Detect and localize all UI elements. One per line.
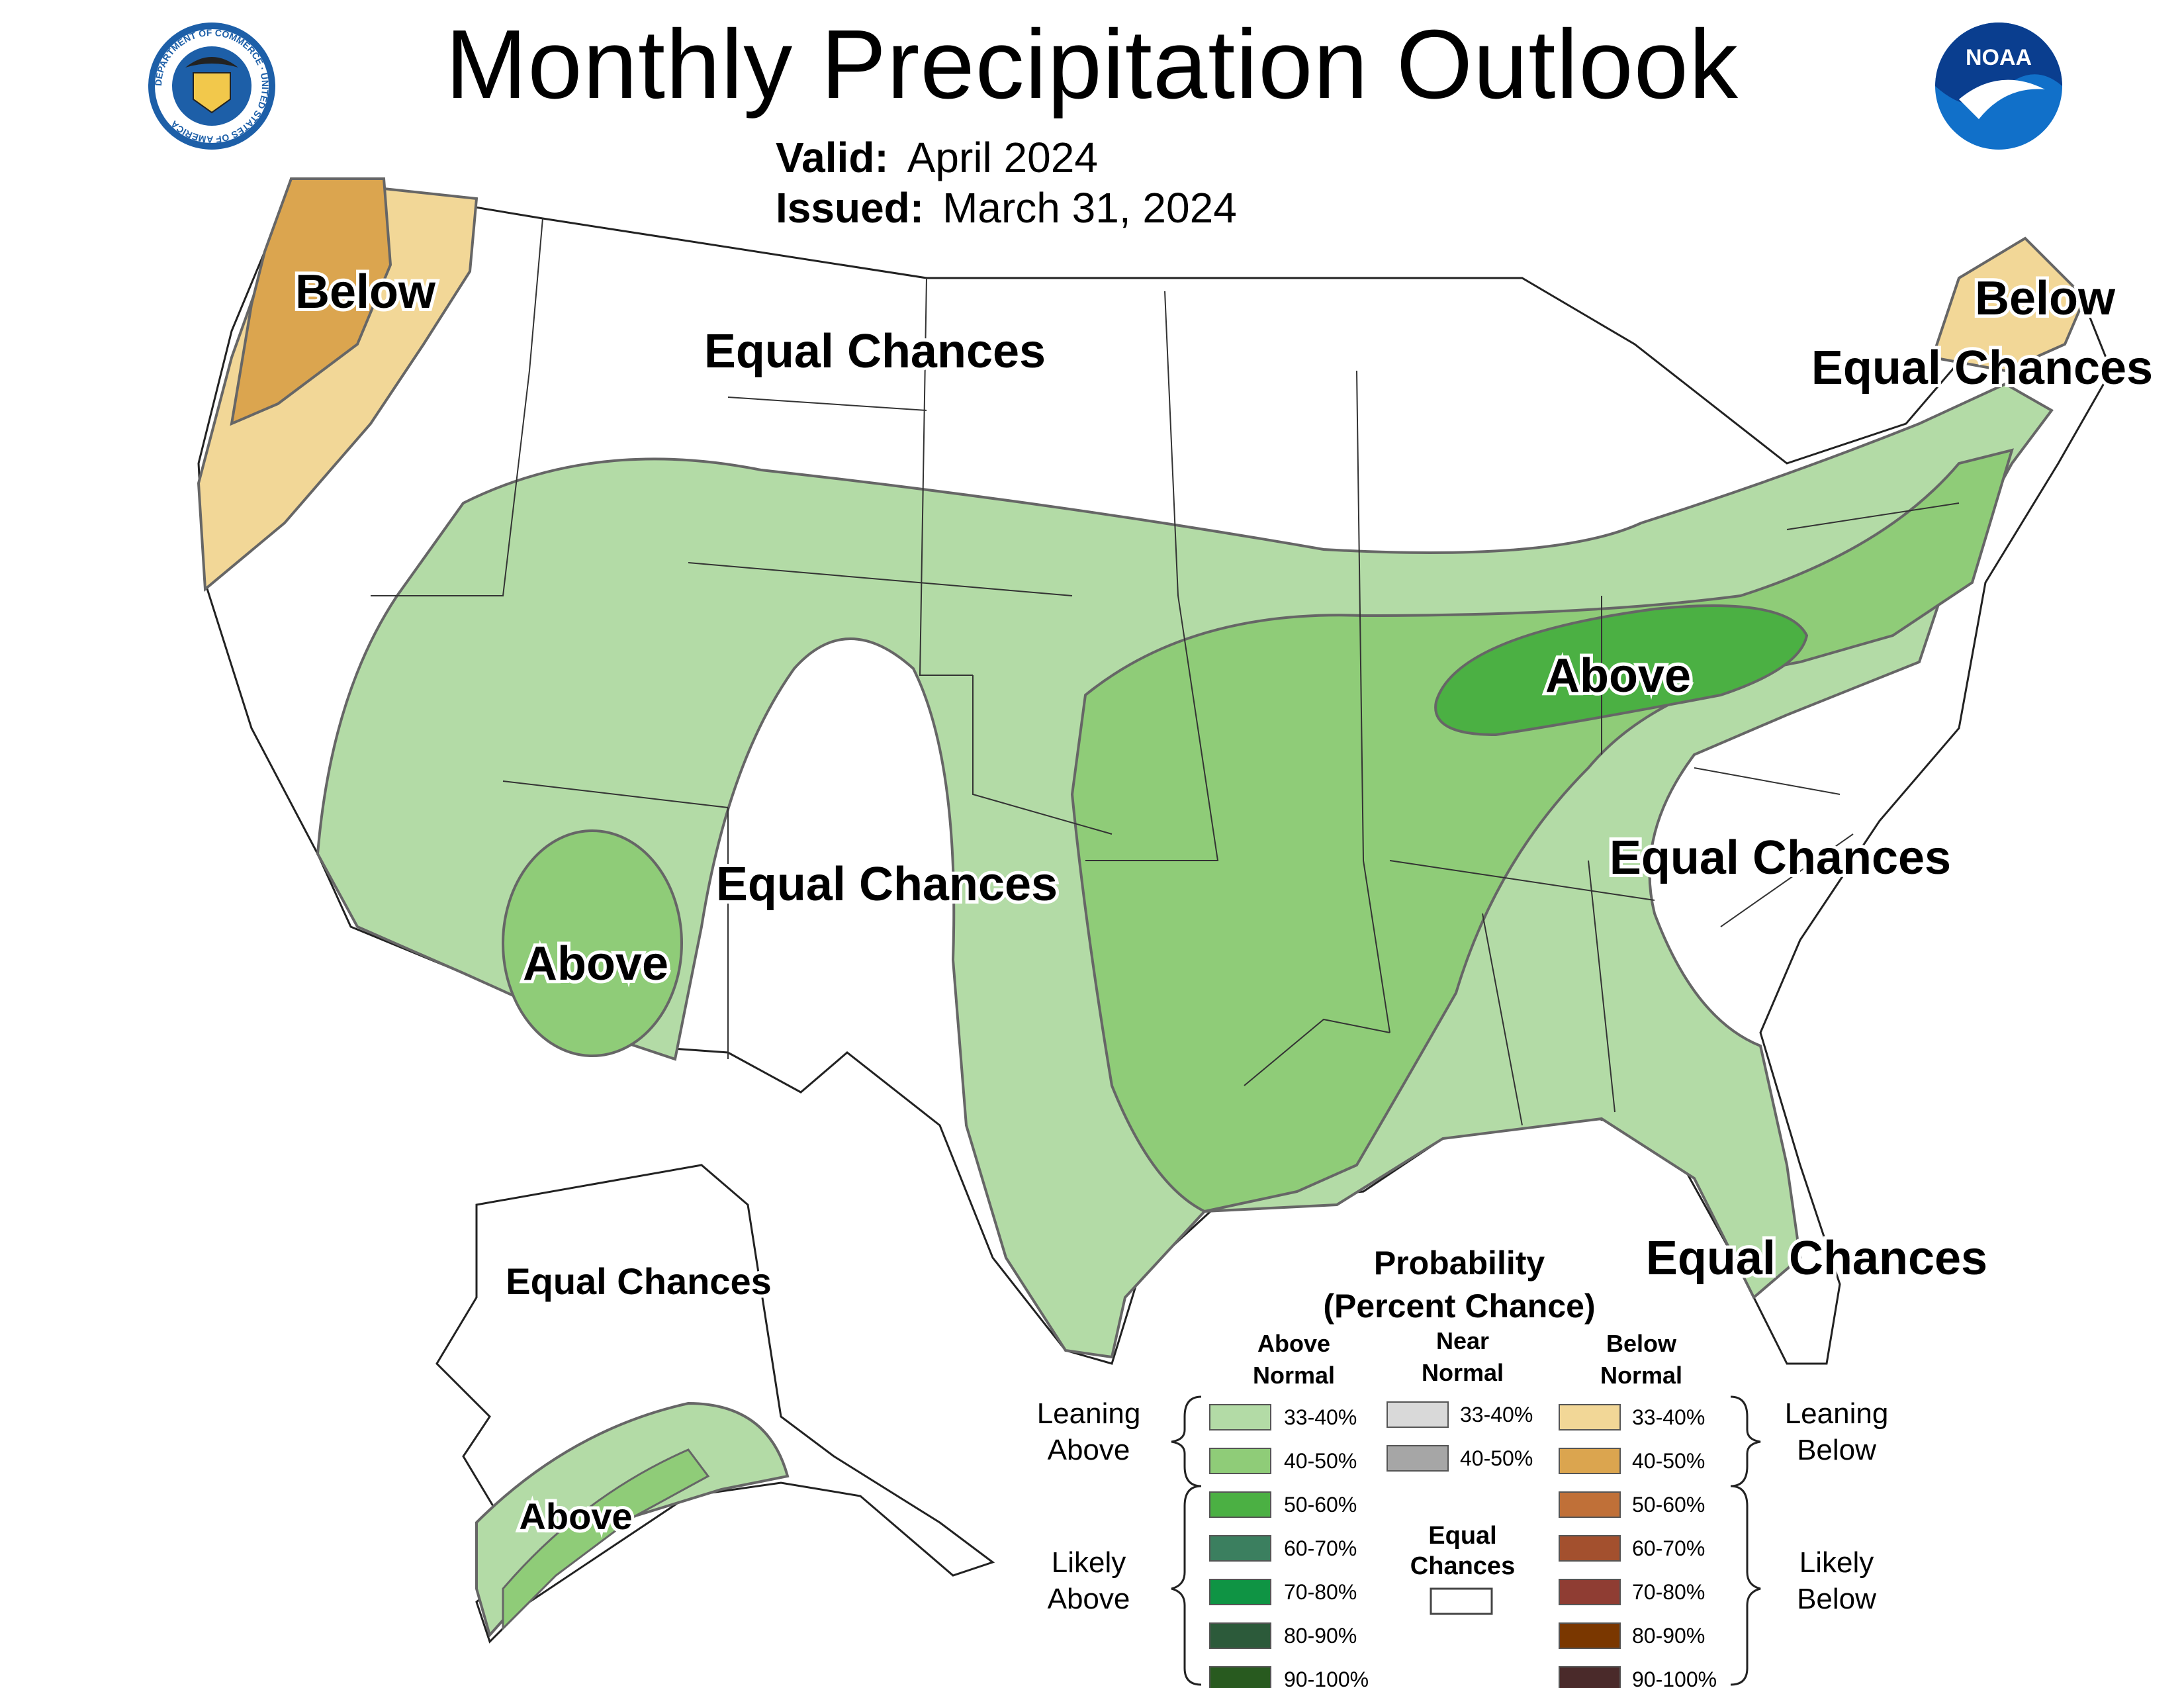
brace-likely-below xyxy=(1730,1485,1761,1686)
legend-below-label-1: 40-50% xyxy=(1632,1449,1705,1473)
legend-equal-2: Chances xyxy=(1410,1552,1515,1580)
label-equal-alaska: Equal Chances xyxy=(506,1260,771,1302)
label-above-ohio-valley: Above xyxy=(1545,649,1691,702)
legend-above-label-6: 90-100% xyxy=(1284,1667,1369,1688)
valid-label: Valid: xyxy=(776,134,889,181)
brace-leaning-below xyxy=(1730,1395,1761,1487)
label-equal-new-england: Equal Chances xyxy=(1811,342,2153,395)
legend: Probability (Percent Chance) Above Norma… xyxy=(1037,1244,1889,1688)
legend-above-swatch-1 xyxy=(1209,1448,1271,1474)
legend-leaning-above-1: Leaning xyxy=(1037,1397,1141,1430)
legend-above-label-2: 50-60% xyxy=(1284,1493,1357,1517)
legend-below-label-2: 50-60% xyxy=(1632,1493,1705,1517)
valid-value: April 2024 xyxy=(907,134,1098,181)
legend-below-label-4: 70-80% xyxy=(1632,1580,1705,1604)
noaa-logo: NOAA xyxy=(1935,23,2062,150)
below-33-40-maine xyxy=(1931,236,2087,373)
legend-below-swatch-5 xyxy=(1559,1622,1621,1649)
legend-equal-swatch xyxy=(1430,1587,1493,1615)
state-borders xyxy=(371,218,1960,1126)
legend-below-swatch-0 xyxy=(1559,1404,1621,1430)
legend-below-swatch-1 xyxy=(1559,1448,1621,1474)
legend-below-swatches: 33-40% 40-50% 50-60% 60-70% 70-80% 80-90% 90-1… xyxy=(1559,1404,1717,1688)
alaska-above-33-40 xyxy=(475,1401,790,1638)
legend-above-swatch-0 xyxy=(1209,1404,1271,1430)
legend-equal-1: Equal xyxy=(1428,1522,1496,1550)
legend-below-swatch-2 xyxy=(1559,1491,1621,1518)
legend-below-label-3: 60-70% xyxy=(1632,1536,1705,1560)
legend-near-swatch-1 xyxy=(1387,1445,1449,1472)
noaa-logo-text: NOAA xyxy=(1966,45,2032,70)
label-equal-north-central: Equal Chances xyxy=(704,325,1046,378)
valid-issued-block: Valid: April 2024 Issued: March 31, 2024 xyxy=(776,132,1237,233)
legend-above-label-0: 33-40% xyxy=(1284,1405,1357,1429)
legend-below-label-6: 90-100% xyxy=(1632,1667,1717,1688)
brace-leaning-above xyxy=(1171,1395,1202,1487)
legend-near-swatch-0 xyxy=(1387,1401,1449,1428)
legend-leaning-above-2: Above xyxy=(1048,1434,1130,1466)
legend-likely-below-1: Likely xyxy=(1799,1546,1874,1579)
alaska-above-40-50 xyxy=(502,1448,710,1631)
legend-col-below-2: Normal xyxy=(1600,1362,1682,1389)
above-40-50-arizona xyxy=(502,829,683,1057)
issued-label: Issued: xyxy=(776,184,925,232)
legend-above-swatch-4 xyxy=(1209,1579,1271,1605)
legend-leaning-below-1: Leaning xyxy=(1785,1397,1889,1430)
legend-near-label-1: 40-50% xyxy=(1460,1446,1533,1470)
legend-above-swatch-6 xyxy=(1209,1666,1271,1688)
label-equal-florida: Equal Chances xyxy=(1646,1232,1987,1285)
label-above-arizona: Above xyxy=(523,937,668,990)
legend-above-label-1: 40-50% xyxy=(1284,1449,1357,1473)
legend-likely-above-1: Likely xyxy=(1052,1546,1126,1579)
label-equal-carolinas: Equal Chances xyxy=(1610,831,1951,884)
legend-above-label-5: 80-90% xyxy=(1284,1624,1357,1648)
page-title: Monthly Precipitation Outlook xyxy=(445,10,1739,119)
label-below-northwest: Below xyxy=(295,265,436,318)
legend-title-line1: Probability xyxy=(1374,1244,1545,1282)
legend-likely-below-2: Below xyxy=(1797,1583,1876,1615)
legend-below-swatch-4 xyxy=(1559,1579,1621,1605)
label-equal-southern-plains: Equal Chances xyxy=(716,858,1058,911)
above-50-60-ohio-valley xyxy=(1434,604,1809,737)
legend-above-swatch-2 xyxy=(1209,1491,1271,1518)
label-below-maine: Below xyxy=(1975,272,2116,325)
brace-likely-above xyxy=(1171,1485,1202,1686)
legend-col-near-2: Normal xyxy=(1422,1359,1504,1386)
legend-below-swatch-6 xyxy=(1559,1666,1621,1688)
legend-below-swatch-3 xyxy=(1559,1535,1621,1562)
legend-below-label-0: 33-40% xyxy=(1632,1405,1705,1429)
legend-title-line2: (Percent Chance) xyxy=(1323,1288,1595,1325)
below-40-50-northwest xyxy=(230,177,392,426)
legend-below-label-5: 80-90% xyxy=(1632,1624,1705,1648)
issued-value: March 31, 2024 xyxy=(942,184,1237,232)
legend-col-below-1: Below xyxy=(1606,1330,1677,1357)
commerce-seal-logo: DEPARTMENT OF COMMERCE · UNITED STATES O… xyxy=(148,23,275,150)
legend-above-swatches: 33-40% 40-50% 50-60% 60-70% 70-80% 80-90% 90-1… xyxy=(1209,1404,1369,1688)
legend-col-above-1: Above xyxy=(1257,1330,1330,1357)
legend-likely-above-2: Above xyxy=(1048,1583,1130,1615)
legend-leaning-below-2: Below xyxy=(1797,1434,1876,1466)
legend-above-swatch-5 xyxy=(1209,1622,1271,1649)
label-above-south-alaska: Above xyxy=(519,1495,632,1537)
legend-braces xyxy=(1171,1395,1761,1686)
legend-above-swatch-3 xyxy=(1209,1535,1271,1562)
legend-col-near-1: Near xyxy=(1436,1327,1489,1354)
legend-above-label-4: 70-80% xyxy=(1284,1580,1357,1604)
legend-above-label-3: 60-70% xyxy=(1284,1536,1357,1560)
legend-near-swatches: 33-40% 40-50% xyxy=(1387,1401,1533,1472)
legend-col-above-2: Normal xyxy=(1253,1362,1335,1389)
legend-near-label-0: 33-40% xyxy=(1460,1403,1533,1427)
